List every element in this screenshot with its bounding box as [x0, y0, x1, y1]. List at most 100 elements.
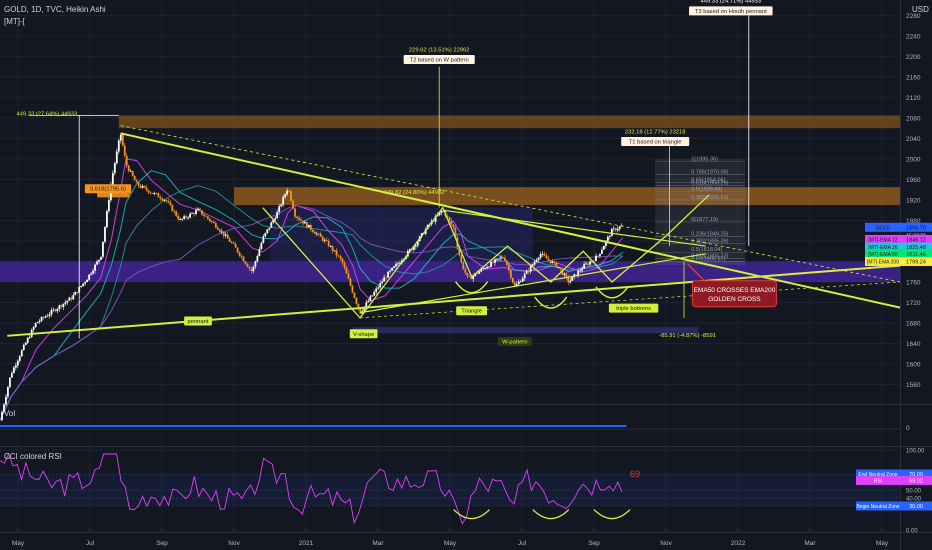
candle	[551, 261, 554, 263]
candle	[151, 192, 154, 194]
candle	[157, 193, 160, 198]
candle	[72, 295, 75, 300]
candle	[553, 261, 556, 263]
bottom-arc	[595, 286, 629, 299]
price-tag-value	[901, 242, 932, 252]
candle	[325, 239, 328, 241]
price-tag-name-text: [MT]-EMA 50	[868, 252, 897, 258]
y-tick-label: 2200	[906, 54, 921, 61]
candle	[42, 317, 45, 318]
resistance-zone	[118, 115, 901, 129]
candle	[258, 249, 261, 257]
annotation-box	[403, 55, 475, 65]
candle	[504, 257, 506, 261]
candle	[353, 292, 356, 298]
triangle-lower-trendline	[359, 253, 706, 314]
candle	[533, 261, 536, 265]
candle	[143, 185, 146, 188]
candle	[523, 273, 526, 279]
candle	[333, 250, 336, 252]
candle	[416, 241, 419, 246]
golden-cross-line2: GOLDEN CROSS	[708, 296, 761, 303]
candle	[440, 211, 443, 213]
y-tick-label: 1640	[906, 341, 921, 348]
candle	[108, 200, 110, 212]
candle	[547, 258, 550, 260]
w-pattern-zigzag	[262, 194, 710, 319]
candle	[58, 305, 61, 309]
candle	[302, 220, 304, 224]
candle	[327, 240, 330, 247]
candle	[555, 262, 558, 268]
pennant-upper-trendline	[120, 132, 901, 309]
candle	[254, 261, 257, 267]
candle	[252, 266, 255, 272]
annotation-label: 449.33 (24.71%) 44933	[701, 0, 762, 5]
candle	[599, 253, 601, 256]
annotation-label: T2 based on W pattern	[410, 58, 469, 64]
dashed-trendline	[120, 125, 901, 283]
indicator-tag[interactable]: [MT]-[	[4, 17, 25, 26]
rsi-tag-name	[856, 501, 901, 511]
annotation-box	[84, 184, 132, 194]
candle	[604, 240, 607, 246]
candle	[32, 327, 35, 330]
candle	[12, 367, 15, 374]
annotation-box	[621, 137, 690, 147]
candle	[129, 170, 132, 172]
candle	[292, 200, 294, 209]
fib-level-label: 0(1877.19)	[691, 217, 718, 223]
candle	[593, 260, 595, 262]
candle	[446, 216, 449, 218]
candle	[46, 315, 49, 317]
candle	[62, 303, 65, 307]
annotation-label: W-pattern	[502, 340, 527, 346]
candle	[284, 194, 287, 198]
candle	[195, 210, 197, 214]
candle	[513, 282, 516, 287]
candle	[36, 322, 39, 324]
candle	[203, 214, 205, 216]
candle	[408, 249, 411, 251]
candle	[187, 217, 189, 219]
y-tick-label: 1720	[906, 300, 921, 307]
candle	[66, 300, 69, 303]
price-tag-value-text: 1825.48	[906, 245, 926, 251]
candle	[242, 256, 245, 262]
bottom-arc	[534, 296, 568, 309]
candle	[228, 238, 231, 242]
candle	[80, 285, 83, 288]
price-tag-value	[901, 234, 932, 244]
candle	[56, 308, 59, 312]
candle	[597, 255, 599, 257]
candle	[40, 317, 43, 321]
rsi-pane-label[interactable]: CCI colored RSI	[4, 452, 62, 461]
candle	[230, 241, 233, 243]
candle	[539, 254, 542, 258]
rsi-tick-label: 100.00	[906, 449, 925, 455]
candle	[155, 192, 158, 194]
candle	[260, 242, 263, 250]
candle	[296, 216, 298, 218]
candle	[331, 246, 334, 251]
x-tick-label: May	[12, 540, 25, 547]
ema-line	[0, 170, 624, 421]
symbol-title: GOLD, 1D, TVC, Heikin Ashi	[4, 5, 106, 14]
candle	[238, 252, 241, 256]
candle	[549, 259, 552, 263]
candle	[521, 278, 524, 282]
y-tick-label: 1760	[906, 279, 921, 286]
candle	[575, 274, 578, 276]
price-tag-name-text: [MT]-EMA 26	[868, 245, 897, 251]
candle	[610, 229, 613, 237]
y-tick-label: 2280	[906, 13, 921, 20]
candle	[531, 264, 534, 266]
annotation-label: Triangle	[461, 309, 482, 315]
candle	[432, 221, 435, 222]
volume-pane-label[interactable]: Vol	[4, 409, 16, 418]
candle	[434, 216, 437, 222]
candle	[137, 182, 140, 186]
candle	[381, 281, 384, 283]
annotation-label: pennant	[188, 319, 209, 325]
